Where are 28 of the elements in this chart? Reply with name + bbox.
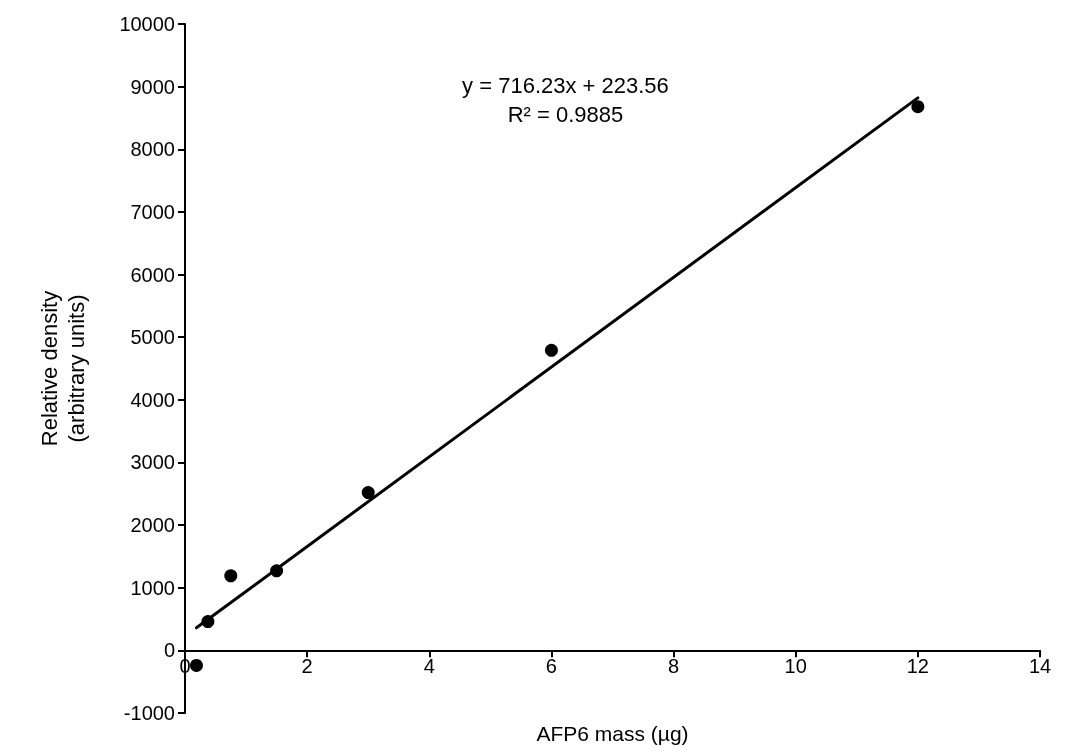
y-axis-title: Relative density (arbitrary units) bbox=[37, 290, 89, 447]
x-tick-label: 8 bbox=[668, 655, 680, 678]
x-tick-label: 14 bbox=[1028, 655, 1052, 678]
y-tick-label: 3000 bbox=[130, 451, 175, 474]
x-axis-title: AFP6 mass (µg) bbox=[536, 722, 689, 745]
x-tick-label: 12 bbox=[906, 655, 929, 678]
point bbox=[224, 569, 238, 583]
x-tick-label: 6 bbox=[545, 655, 557, 678]
y-tick-label: 0 bbox=[163, 639, 175, 662]
x-tick-label: 10 bbox=[784, 655, 807, 678]
annotation: y = 716.23x + 223.56 bbox=[462, 72, 669, 98]
x-tick-label: 2 bbox=[301, 655, 313, 678]
y-tick-label: 9000 bbox=[130, 75, 175, 98]
y-tick-label: 6000 bbox=[130, 263, 175, 286]
annotation: R² = 0.9885 bbox=[507, 101, 624, 127]
y-tick-label: 5000 bbox=[130, 326, 175, 349]
y-tick-label: 4000 bbox=[130, 388, 175, 411]
y-tick-label: 8000 bbox=[130, 138, 175, 161]
point bbox=[189, 658, 203, 672]
x-tick-label: 4 bbox=[423, 655, 435, 678]
y-tick-label: 1000 bbox=[130, 576, 175, 599]
y-tick-label: 2000 bbox=[130, 514, 175, 537]
point bbox=[361, 486, 375, 500]
y-tick-label: 10000 bbox=[119, 13, 175, 35]
y-tick-label: 7000 bbox=[130, 200, 175, 223]
point bbox=[911, 100, 925, 114]
point bbox=[544, 343, 558, 357]
y-tick-label: -1000 bbox=[123, 702, 175, 724]
